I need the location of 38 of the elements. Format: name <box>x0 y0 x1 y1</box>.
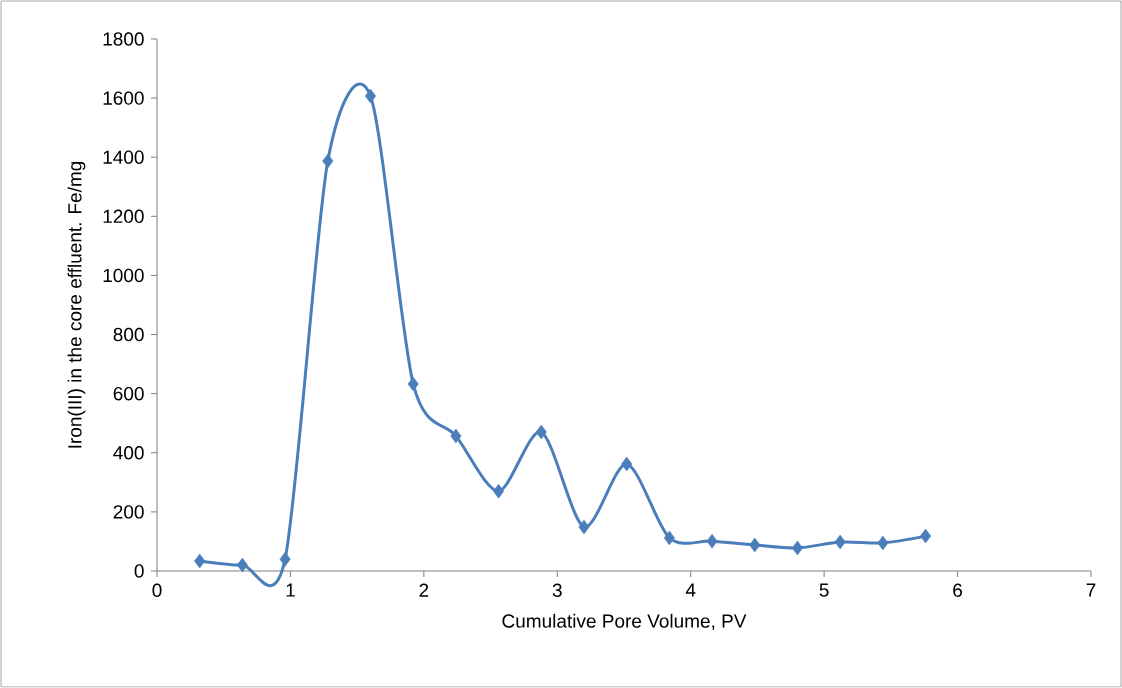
y-tick-label: 1000 <box>103 268 144 283</box>
point <box>663 530 675 546</box>
y-tick-label: 800 <box>113 327 144 342</box>
y-tick-label: 1800 <box>103 32 144 46</box>
point <box>877 535 889 551</box>
y-tick-label: 600 <box>113 386 144 401</box>
x-tick-label: 5 <box>819 583 829 597</box>
y-axis-title: Iron(III) in the core effluent. Fe/mg <box>67 161 86 448</box>
point <box>791 540 803 556</box>
point <box>407 376 419 392</box>
x-tick-label: 6 <box>953 583 963 597</box>
x-axis-title: Cumulative Pore Volume, PV <box>502 613 747 631</box>
y-tick-label: 200 <box>113 505 144 519</box>
point <box>578 519 590 535</box>
x-tick-label: 0 <box>152 583 162 597</box>
x-tick-label: 4 <box>685 583 696 597</box>
x-tick-label: 2 <box>419 583 429 597</box>
y-tick-label: 0 <box>134 564 144 578</box>
point <box>236 557 248 573</box>
point <box>364 88 376 104</box>
point <box>834 534 846 550</box>
point <box>450 428 462 444</box>
y-tick-label: 400 <box>113 446 144 460</box>
y-tick-label: 1400 <box>103 150 144 164</box>
point <box>920 528 932 544</box>
x-tick-label: 7 <box>1086 583 1096 597</box>
point <box>493 483 505 499</box>
point <box>706 533 718 549</box>
point <box>749 537 761 553</box>
point <box>322 153 334 169</box>
point <box>279 551 291 567</box>
x-tick-label: 1 <box>286 583 295 597</box>
y-tick-label: 1200 <box>103 209 144 224</box>
point <box>194 553 206 569</box>
point <box>621 456 633 472</box>
y-tick-label: 1600 <box>103 91 144 105</box>
x-tick-label: 3 <box>552 583 562 597</box>
point <box>535 424 547 440</box>
